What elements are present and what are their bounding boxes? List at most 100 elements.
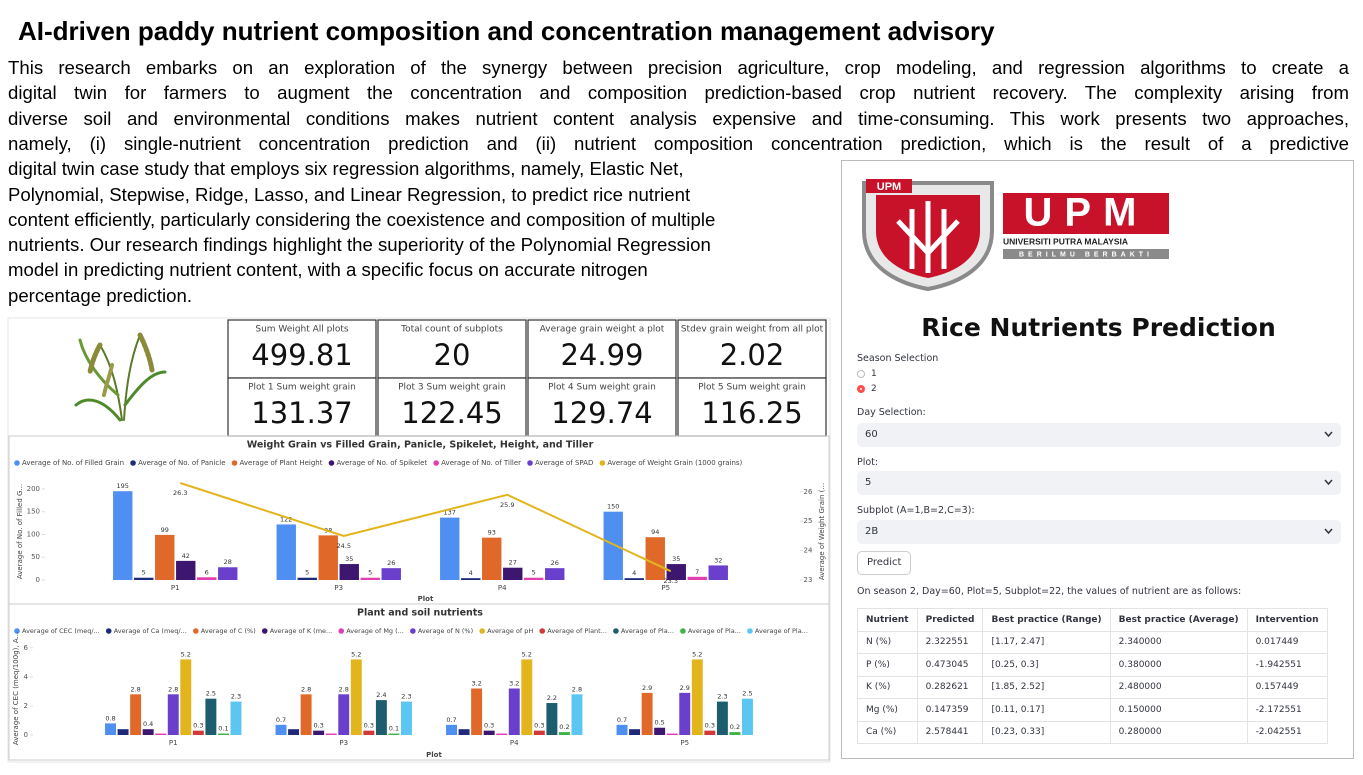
nutrient-table: Nutrient Predicted Best practice (Range) Be… bbox=[857, 608, 1328, 744]
y-tick-label: 4 bbox=[24, 673, 29, 681]
plot-select[interactable]: 5 bbox=[857, 471, 1341, 495]
logo-university: UNIVERSITI PUTRA MALAYSIA bbox=[1003, 236, 1128, 246]
bar bbox=[375, 700, 387, 735]
bar bbox=[113, 491, 133, 580]
bar bbox=[742, 698, 753, 735]
legend-label: Average of Ca (meq/... bbox=[114, 627, 187, 635]
data-label: 42 bbox=[182, 552, 190, 560]
data-label: 2.8 bbox=[168, 685, 178, 693]
data-label: 137 bbox=[444, 509, 456, 517]
data-label: 0.3 bbox=[364, 722, 374, 730]
data-label: 93 bbox=[488, 529, 496, 537]
day-select[interactable]: 60 bbox=[857, 423, 1341, 447]
table-cell: 2.340000 bbox=[1109, 630, 1248, 654]
subplot-value: 2B bbox=[865, 526, 879, 537]
legend-swatch bbox=[105, 628, 112, 634]
subplot-select[interactable]: 2B bbox=[857, 520, 1341, 544]
legend-label: Average of Pla... bbox=[755, 627, 808, 635]
bar bbox=[318, 535, 338, 580]
table-cell: 2.578441 bbox=[916, 720, 984, 744]
x-tick-label: P3 bbox=[334, 584, 343, 592]
bar bbox=[708, 565, 728, 580]
table-header: Best practice (Range) bbox=[982, 608, 1111, 632]
data-label: 2.2 bbox=[547, 694, 557, 702]
radio-option[interactable]: 2 bbox=[857, 384, 877, 394]
data-label: 0.4 bbox=[143, 720, 153, 728]
data-label: 2.8 bbox=[339, 685, 349, 693]
bar bbox=[716, 701, 728, 735]
data-label: 0.2 bbox=[730, 723, 740, 731]
paragraph-line: model in predicting nutrient content, wi… bbox=[8, 259, 648, 281]
bar bbox=[205, 698, 217, 735]
bar bbox=[338, 694, 350, 735]
data-label: 0.2 bbox=[559, 723, 569, 731]
bar bbox=[192, 730, 204, 735]
radio-circle bbox=[857, 369, 865, 378]
bar bbox=[482, 537, 502, 580]
data-label: 35 bbox=[672, 555, 680, 563]
bar bbox=[483, 730, 495, 735]
legend-label: Average of C (%) bbox=[201, 627, 256, 635]
table-cell: -1.942551 bbox=[1246, 653, 1328, 677]
table-header: Predicted bbox=[916, 608, 984, 632]
y-tick-label: 0 bbox=[24, 731, 28, 739]
data-label: 0.3 bbox=[313, 722, 323, 730]
university-logo: UPM UPM UNIVERSITI PUTRA MALAYSIA BERILM… bbox=[862, 179, 1169, 292]
table-cell: 0.473045 bbox=[916, 653, 984, 677]
x-tick-label: P1 bbox=[171, 584, 180, 592]
bar bbox=[687, 576, 707, 580]
legend-label: Average of No. of Filled Grain bbox=[22, 459, 124, 467]
radio-circle bbox=[857, 384, 865, 393]
predict-button[interactable]: Predict bbox=[857, 551, 912, 575]
y-tick-label: 0 bbox=[36, 576, 40, 584]
data-label: 2.5 bbox=[742, 690, 752, 698]
kpi-label: Plot 1 Sum weight grain bbox=[248, 383, 356, 393]
line-label: 24.5 bbox=[337, 542, 351, 550]
data-label: 5 bbox=[368, 569, 372, 577]
legend-swatch bbox=[338, 628, 345, 634]
line-label: 26.3 bbox=[173, 489, 187, 497]
table-cell: 2.480000 bbox=[1109, 675, 1248, 699]
data-label: 150 bbox=[607, 503, 619, 511]
bar bbox=[545, 568, 565, 580]
legend-swatch bbox=[231, 460, 238, 466]
radio-option[interactable]: 1 bbox=[857, 369, 877, 379]
legend-label: Average of Plant Height bbox=[240, 459, 323, 467]
chevron bbox=[1324, 528, 1333, 535]
prediction-app: UPM UPM UNIVERSITI PUTRA MALAYSIA BERILM… bbox=[841, 160, 1354, 759]
data-label: 2.8 bbox=[301, 685, 311, 693]
legend-swatch bbox=[680, 628, 686, 634]
data-label: 7 bbox=[695, 568, 699, 576]
line-label: 25.9 bbox=[500, 501, 514, 509]
data-label: 5 bbox=[532, 569, 536, 577]
bar bbox=[176, 560, 196, 580]
day-label: Day Selection: bbox=[857, 407, 926, 418]
legend-swatch bbox=[261, 628, 268, 634]
paragraph-line: namely, (i) single-nutrient concentratio… bbox=[8, 132, 1349, 154]
table-header: Nutrient bbox=[857, 608, 918, 632]
bar bbox=[440, 517, 460, 580]
data-label: 0.5 bbox=[654, 719, 664, 727]
bar bbox=[134, 577, 154, 580]
table-cell: P (%) bbox=[857, 653, 918, 677]
bar bbox=[666, 564, 686, 580]
legend-label: Average of Pla... bbox=[688, 627, 741, 635]
legend-swatch bbox=[599, 460, 606, 466]
bar bbox=[641, 692, 653, 735]
data-label: 32 bbox=[714, 556, 722, 564]
kpi-value: 20 bbox=[434, 338, 471, 372]
bar bbox=[496, 733, 508, 735]
bar bbox=[691, 659, 703, 735]
data-label: 0.3 bbox=[193, 722, 203, 730]
data-label: 0.7 bbox=[446, 716, 456, 724]
data-label: 3.2 bbox=[509, 680, 519, 688]
bar bbox=[446, 724, 457, 735]
legend-label: Average of Mg (... bbox=[346, 627, 404, 635]
bar bbox=[180, 659, 192, 735]
data-label: 0.8 bbox=[105, 714, 115, 722]
data-label: 2.4 bbox=[376, 691, 386, 699]
legend-swatch bbox=[433, 460, 439, 466]
kpi-card bbox=[527, 377, 677, 437]
bar bbox=[401, 701, 412, 735]
